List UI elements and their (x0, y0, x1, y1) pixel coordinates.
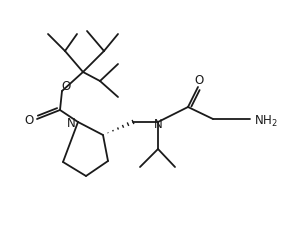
Text: O: O (194, 73, 204, 86)
Text: N: N (154, 118, 162, 131)
Text: O: O (24, 114, 34, 127)
Text: O: O (61, 80, 71, 93)
Text: NH$_2$: NH$_2$ (254, 113, 278, 128)
Text: N: N (67, 117, 75, 130)
